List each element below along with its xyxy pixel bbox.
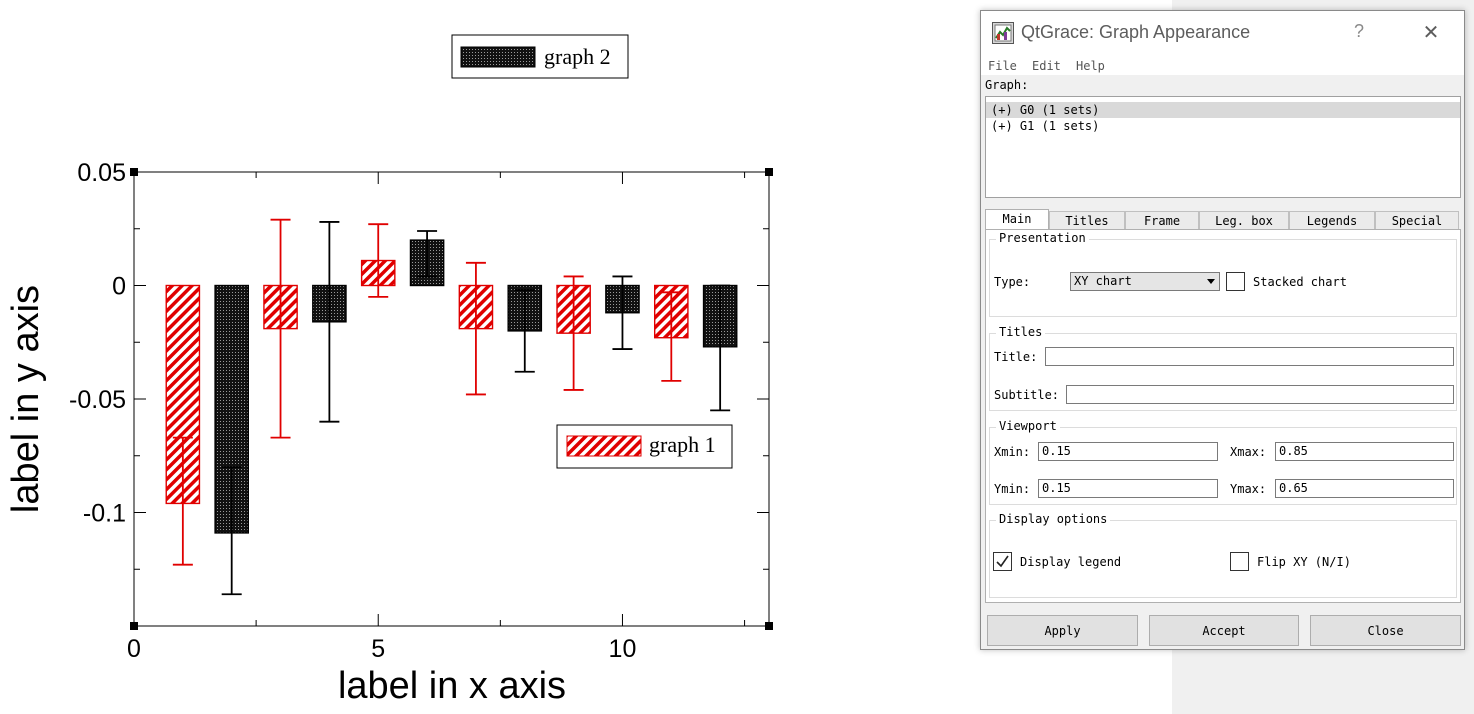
title-label: Title: <box>994 350 1038 364</box>
legend-graph-1-label: graph 1 <box>649 432 716 457</box>
x-tick-label: 10 <box>609 635 637 663</box>
subtitle-input[interactable] <box>1066 385 1454 404</box>
ymin-label: Ymin: <box>994 482 1031 496</box>
legend-graph-2-swatch <box>460 46 536 68</box>
group-presentation: Presentation Type: XY chart Stacked char… <box>989 231 1457 317</box>
type-label: Type: <box>994 275 1031 289</box>
x-axis-label: label in x axis <box>338 665 566 707</box>
legend-graph-2[interactable]: graph 2 <box>451 34 629 79</box>
graph-list-item-g1[interactable]: (+) G1 (1 sets) <box>991 119 1100 133</box>
graph-list-item-g0[interactable]: (+) G0 (1 sets) <box>986 102 1460 118</box>
plot-canvas: 0 5 10 0.05 0 -0.05 -0.1 label in x axis label… <box>5 34 773 707</box>
display-legend-label: Display legend <box>1020 555 1122 569</box>
flip-xy-checkbox[interactable] <box>1230 552 1249 571</box>
ymax-input[interactable]: 0.65 <box>1275 479 1454 498</box>
accept-button[interactable]: Accept <box>1149 615 1299 646</box>
subtitle-label: Subtitle: <box>994 388 1060 402</box>
y-tick-label: -0.1 <box>83 500 126 528</box>
tab-special[interactable]: Special <box>1375 211 1459 229</box>
chevron-down-icon <box>1207 279 1215 284</box>
y-axis-label: label in y axis <box>5 285 47 513</box>
y-tick-label: 0 <box>112 273 126 301</box>
tab-leg-box[interactable]: Leg. box <box>1199 211 1289 229</box>
tab-frame[interactable]: Frame <box>1125 211 1199 229</box>
legend-graph-2-label: graph 2 <box>544 44 611 69</box>
qtgrace-app-icon <box>992 22 1014 44</box>
graph-appearance-dialog: QtGrace: Graph Appearance ? ✕ File Edit … <box>980 10 1465 650</box>
check-icon <box>996 555 1009 568</box>
tab-main[interactable]: Main <box>985 209 1049 230</box>
legend-graph-1-swatch <box>566 435 642 457</box>
display-legend-checkbox[interactable] <box>993 552 1012 571</box>
close-button[interactable]: Close <box>1310 615 1461 646</box>
menu-edit[interactable]: Edit <box>1032 59 1061 73</box>
xmax-label: Xmax: <box>1230 445 1267 459</box>
x-tick-label: 5 <box>371 635 385 663</box>
frame-handle-bottom-right[interactable] <box>765 622 773 630</box>
tab-titles[interactable]: Titles <box>1049 211 1125 229</box>
type-select-value: XY chart <box>1074 274 1132 288</box>
x-tick-label: 0 <box>127 635 141 663</box>
graph-list[interactable]: (+) G0 (1 sets) (+) G1 (1 sets) <box>985 96 1461 198</box>
menu-file[interactable]: File <box>988 59 1017 73</box>
tab-bar: Main Titles Frame Leg. box Legends Speci… <box>985 209 1461 230</box>
y-tick-label: 0.05 <box>77 159 126 187</box>
flip-xy-label: Flip XY (N/I) <box>1257 555 1351 569</box>
group-presentation-title: Presentation <box>996 231 1089 245</box>
close-icon[interactable]: ✕ <box>1422 22 1440 44</box>
legend-graph-1[interactable]: graph 1 <box>556 424 733 469</box>
apply-button[interactable]: Apply <box>987 615 1138 646</box>
stacked-chart-label: Stacked chart <box>1253 275 1347 289</box>
ymin-input[interactable]: 0.15 <box>1038 479 1218 498</box>
title-bar[interactable]: QtGrace: Graph Appearance ? ✕ <box>981 11 1464 57</box>
group-display-options: Display options Display legend Flip XY (… <box>989 512 1457 598</box>
tab-panel-main: Presentation Type: XY chart Stacked char… <box>985 229 1461 603</box>
group-titles-title: Titles <box>996 325 1046 339</box>
menu-help[interactable]: Help <box>1076 59 1105 73</box>
ymax-label: Ymax: <box>1230 482 1267 496</box>
menu-bar: File Edit Help <box>981 57 1464 75</box>
group-display-options-title: Display options <box>996 512 1111 526</box>
xmin-input[interactable]: 0.15 <box>1038 442 1218 461</box>
help-icon[interactable]: ? <box>1353 21 1364 41</box>
xmax-input[interactable]: 0.85 <box>1275 442 1454 461</box>
y-tick-label: -0.05 <box>69 386 126 414</box>
stacked-chart-checkbox[interactable] <box>1226 272 1245 291</box>
group-titles: Titles Title: Subtitle: <box>989 325 1457 411</box>
xmin-label: Xmin: <box>994 445 1031 459</box>
title-input[interactable] <box>1045 347 1454 366</box>
type-select[interactable]: XY chart <box>1070 272 1220 291</box>
graph-list-label: Graph: <box>985 78 1029 92</box>
tab-legends[interactable]: Legends <box>1289 211 1375 229</box>
dialog-title: QtGrace: Graph Appearance <box>1021 22 1251 42</box>
group-viewport: Viewport Xmin: 0.15 Xmax: 0.85 Ymin: 0.1… <box>989 419 1457 505</box>
group-viewport-title: Viewport <box>996 419 1060 433</box>
